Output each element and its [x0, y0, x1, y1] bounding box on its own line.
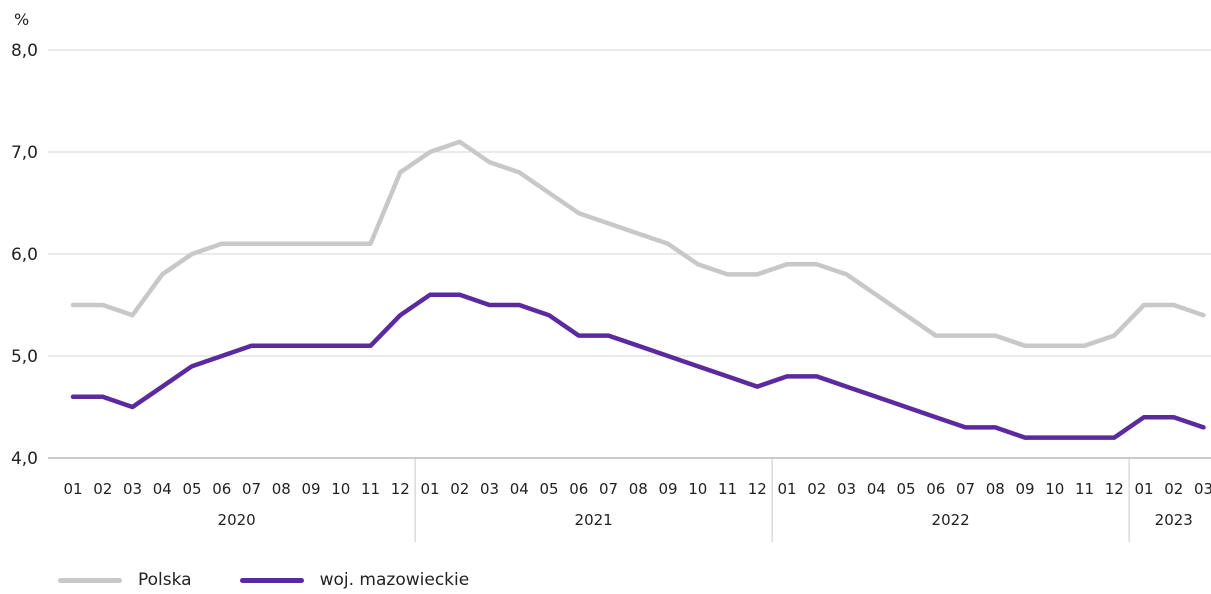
x-tick-label: 02 [807, 480, 826, 498]
x-tick-label: 03 [123, 480, 142, 498]
x-tick-label: 12 [748, 480, 767, 498]
x-tick-label: 06 [569, 480, 588, 498]
year-label: 2021 [575, 511, 613, 529]
year-label: 2022 [932, 511, 970, 529]
x-tick-label: 10 [331, 480, 350, 498]
x-tick-label: 04 [867, 480, 886, 498]
x-tick-label: 08 [986, 480, 1005, 498]
legend-label-polska: Polska [138, 570, 192, 590]
series-line-polska [70, 139, 1206, 349]
gridlines [48, 49, 1211, 459]
year-label: 2023 [1155, 511, 1193, 529]
x-tick-label: 09 [658, 480, 677, 498]
x-tick-label: 07 [956, 480, 975, 498]
x-tick-label: 11 [361, 480, 380, 498]
x-tick-label: 03 [1194, 480, 1211, 498]
x-tick-label: 12 [391, 480, 410, 498]
x-tick-label: 10 [688, 480, 707, 498]
y-axis-ticks: 4,0 5,0 6,0 7,0 8,0 [11, 41, 38, 469]
x-tick-label: 08 [272, 480, 291, 498]
x-tick-label: 04 [153, 480, 172, 498]
y-tick-label: 8,0 [11, 41, 38, 61]
legend: Polska woj. mazowieckie [58, 570, 517, 590]
series-lines [70, 139, 1206, 440]
x-tick-label: 09 [301, 480, 320, 498]
legend-item-mazowieckie: woj. mazowieckie [239, 570, 470, 590]
y-tick-label: 5,0 [11, 347, 38, 367]
x-tick-label: 01 [777, 480, 796, 498]
x-tick-label: 05 [896, 480, 915, 498]
legend-swatch-mazowieckie [239, 577, 304, 583]
x-tick-label: 06 [212, 480, 231, 498]
y-axis-unit-label: % [14, 10, 29, 29]
legend-item-polska: Polska [58, 570, 192, 590]
line-chart: 4,0 5,0 6,0 7,0 8,0 % 01 02 03 04 05 06 07 08 09 10 11… [11, 10, 1211, 542]
series-line-mazowieckie [70, 292, 1206, 440]
x-tick-label: 11 [1075, 480, 1094, 498]
y-tick-label: 4,0 [11, 449, 38, 469]
y-tick-label: 7,0 [11, 143, 38, 163]
year-label: 2020 [218, 511, 256, 529]
x-tick-label: 07 [599, 480, 618, 498]
x-tick-label: 01 [420, 480, 439, 498]
x-tick-label: 03 [837, 480, 856, 498]
x-tick-label: 01 [63, 480, 82, 498]
x-tick-label: 09 [1015, 480, 1034, 498]
x-tick-label: 12 [1105, 480, 1124, 498]
x-tick-label: 10 [1045, 480, 1064, 498]
x-tick-label: 03 [480, 480, 499, 498]
x-tick-label: 06 [926, 480, 945, 498]
x-tick-label: 01 [1134, 480, 1153, 498]
x-tick-label: 05 [182, 480, 201, 498]
x-tick-label: 02 [1164, 480, 1183, 498]
x-tick-label: 11 [718, 480, 737, 498]
y-tick-label: 6,0 [11, 245, 38, 265]
x-tick-label: 04 [510, 480, 529, 498]
legend-swatch-polska [58, 577, 122, 583]
x-tick-label: 02 [450, 480, 469, 498]
x-tick-label: 05 [539, 480, 558, 498]
x-tick-label: 07 [242, 480, 261, 498]
legend-label-mazowieckie: woj. mazowieckie [319, 570, 470, 590]
x-axis: 01 02 03 04 05 06 07 08 09 10 11 12 01 02 03 04 05 06 07 08… [63, 458, 1211, 542]
x-tick-label: 02 [93, 480, 112, 498]
x-tick-label: 08 [629, 480, 648, 498]
